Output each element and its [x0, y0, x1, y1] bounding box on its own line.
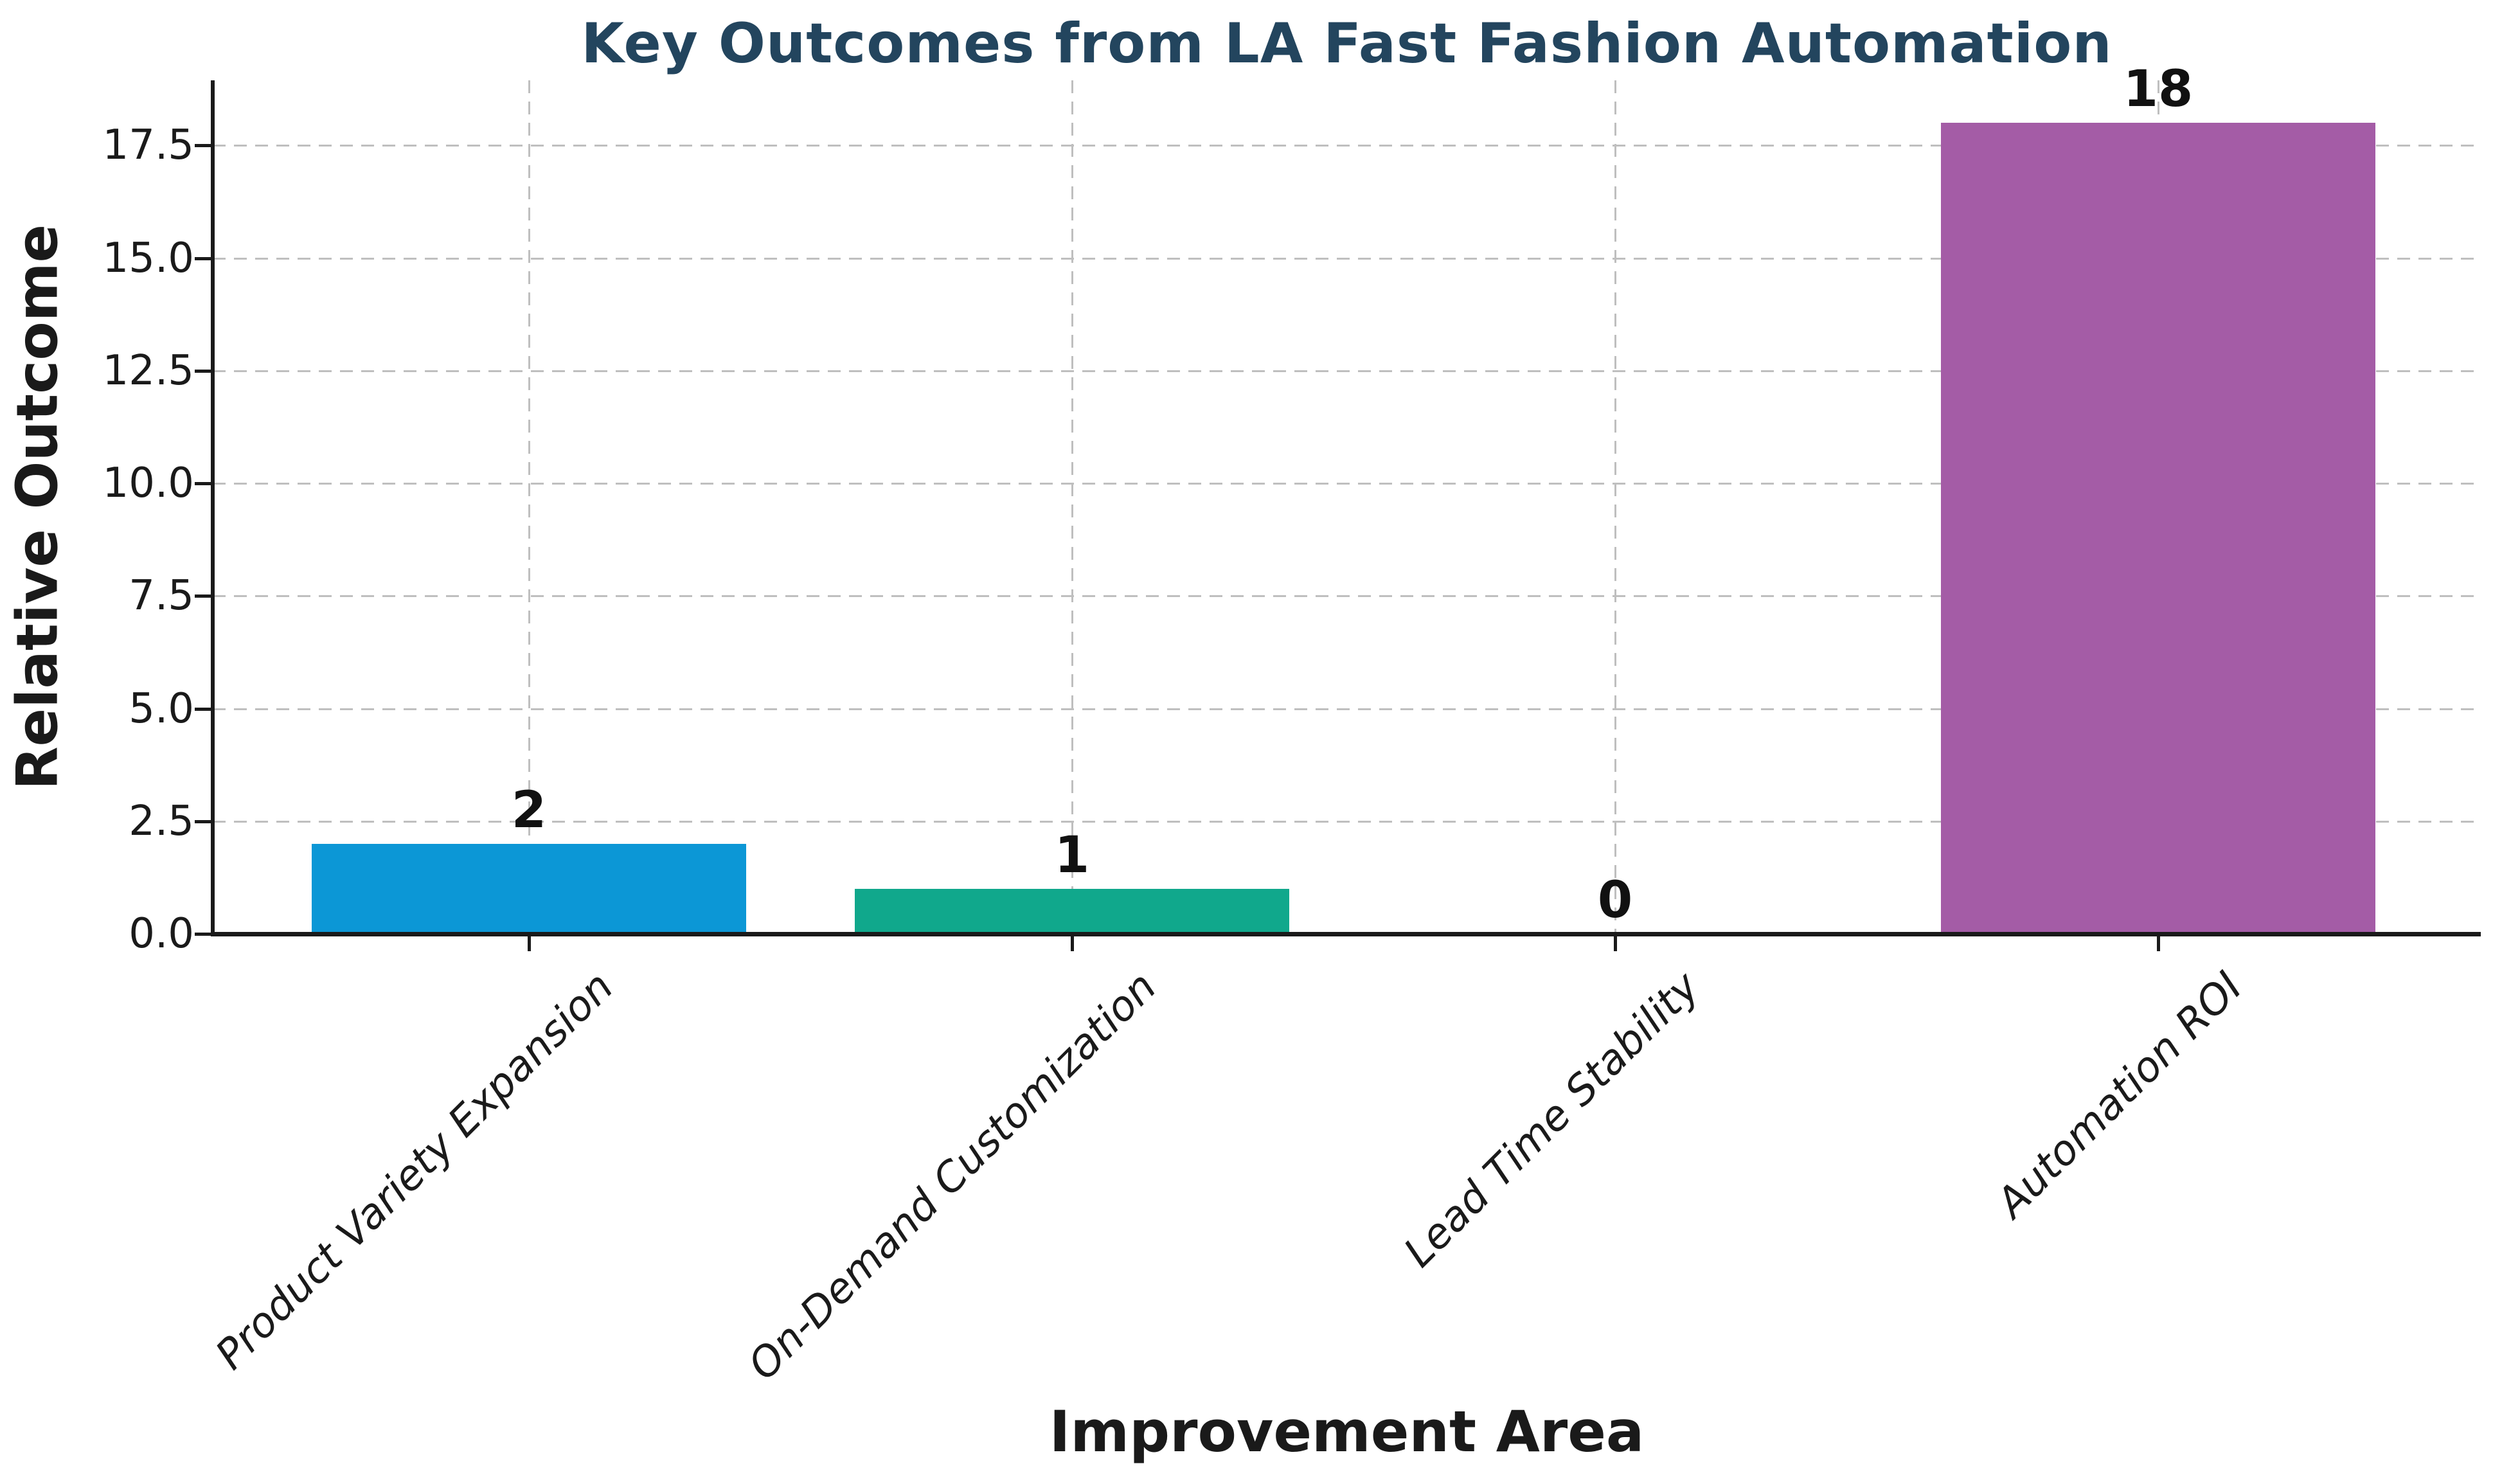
vertical-gridline: [1071, 80, 1073, 934]
bar-value-label: 18: [2123, 60, 2194, 118]
bar: [855, 889, 1289, 934]
y-tick-mark: [195, 594, 213, 598]
horizontal-gridline: [213, 595, 2481, 598]
vertical-gridline: [528, 80, 530, 934]
y-tick-label: 0.0: [129, 910, 194, 958]
horizontal-gridline: [213, 370, 2481, 372]
x-axis-title: Improvement Area: [1049, 1399, 1645, 1465]
bar: [312, 844, 746, 934]
x-axis-line: [211, 932, 2481, 936]
horizontal-gridline: [213, 145, 2481, 147]
x-tick-label: Product Variety Expansion: [206, 963, 623, 1379]
y-axis-line: [211, 80, 215, 936]
y-tick-mark: [195, 933, 213, 936]
y-tick-mark: [195, 707, 213, 711]
x-tick-mark: [1071, 933, 1074, 951]
y-axis-title: Relative Outcome: [4, 224, 71, 791]
horizontal-gridline: [213, 483, 2481, 485]
y-tick-mark: [195, 482, 213, 485]
bar-value-label: 1: [1054, 827, 1090, 884]
y-tick-mark: [195, 144, 213, 148]
y-tick-label: 12.5: [102, 346, 195, 395]
y-tick-label: 15.0: [102, 234, 195, 282]
bar: [1941, 123, 2375, 934]
chart-title: Key Outcomes from LA Fast Fashion Automa…: [581, 12, 2113, 76]
x-tick-label: Automation ROI: [1988, 963, 2252, 1228]
vertical-gridline: [1614, 80, 1616, 934]
x-tick-mark: [528, 933, 531, 951]
y-tick-label: 10.0: [102, 460, 195, 507]
y-tick-label: 7.5: [129, 572, 194, 620]
y-tick-mark: [195, 819, 213, 823]
horizontal-gridline: [213, 257, 2481, 260]
x-tick-label: Lead Time Stability: [1395, 963, 1709, 1277]
x-tick-mark: [1614, 933, 1617, 951]
x-tick-mark: [2157, 933, 2160, 951]
horizontal-gridline: [213, 820, 2481, 823]
horizontal-gridline: [213, 708, 2481, 710]
y-tick-label: 17.5: [102, 121, 195, 170]
y-tick-label: 5.0: [129, 684, 194, 733]
y-tick-mark: [195, 256, 213, 260]
y-tick-mark: [195, 369, 213, 373]
bar-value-label: 2: [511, 782, 547, 839]
bar-value-label: 0: [1597, 872, 1633, 929]
y-tick-label: 2.5: [129, 797, 194, 845]
x-tick-label: On-Demand Customization: [739, 963, 1166, 1390]
